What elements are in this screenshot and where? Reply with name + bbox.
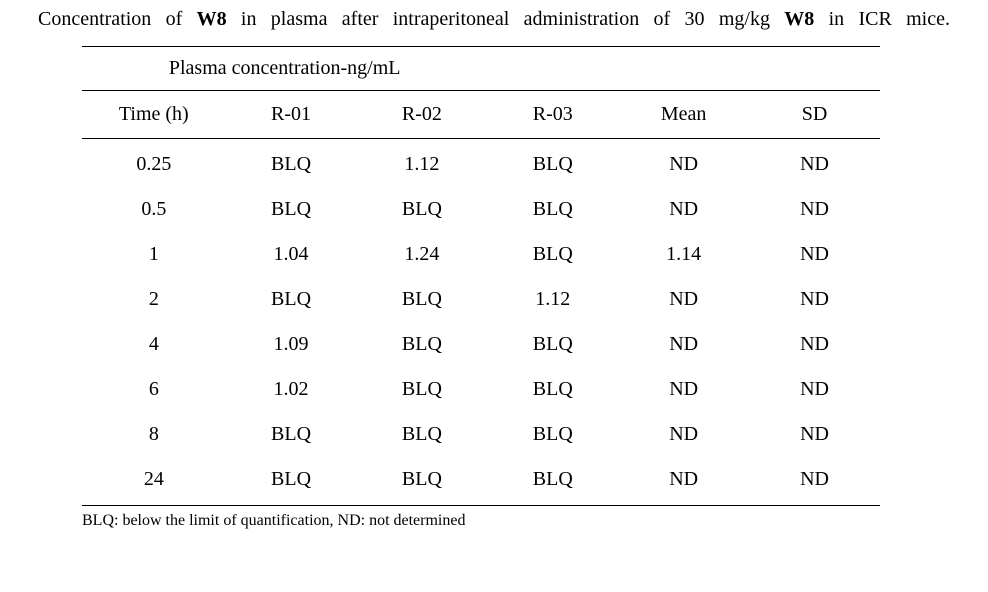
- cell-sd: ND: [749, 367, 880, 412]
- col-header-r02: R-02: [356, 91, 487, 139]
- cell-mean: ND: [618, 187, 749, 232]
- cell-r01: BLQ: [226, 457, 357, 506]
- cell-r03: BLQ: [487, 367, 618, 412]
- cell-r02: BLQ: [356, 277, 487, 322]
- cell-r01: BLQ: [226, 139, 357, 188]
- table-row: 4 1.09 BLQ BLQ ND ND: [82, 322, 880, 367]
- cell-sd: ND: [749, 457, 880, 506]
- table-row: 1 1.04 1.24 BLQ 1.14 ND: [82, 232, 880, 277]
- cell-r02: BLQ: [356, 367, 487, 412]
- cell-r03: BLQ: [487, 139, 618, 188]
- cell-r02: BLQ: [356, 322, 487, 367]
- cell-r03: BLQ: [487, 412, 618, 457]
- table-super-header-row: Plasma concentration-ng/mL: [82, 47, 880, 91]
- cell-time: 8: [82, 412, 226, 457]
- cell-mean: ND: [618, 139, 749, 188]
- cell-r01: BLQ: [226, 187, 357, 232]
- col-header-sd: SD: [749, 91, 880, 139]
- cell-r03: BLQ: [487, 187, 618, 232]
- cell-r03: BLQ: [487, 457, 618, 506]
- table-row: 0.25 BLQ 1.12 BLQ ND ND: [82, 139, 880, 188]
- col-header-time: Time (h): [82, 91, 226, 139]
- cell-r03: BLQ: [487, 232, 618, 277]
- table-row: 2 BLQ BLQ 1.12 ND ND: [82, 277, 880, 322]
- cell-sd: ND: [749, 412, 880, 457]
- cell-r02: 1.12: [356, 139, 487, 188]
- cell-time: 0.5: [82, 187, 226, 232]
- caption-bold-1: W8: [197, 8, 227, 30]
- caption-middle: in plasma after intraperitoneal administ…: [227, 8, 785, 30]
- col-header-r01: R-01: [226, 91, 357, 139]
- cell-r01: 1.09: [226, 322, 357, 367]
- cell-sd: ND: [749, 322, 880, 367]
- table-column-headers: Time (h) R-01 R-02 R-03 Mean SD: [82, 91, 880, 139]
- cell-sd: ND: [749, 277, 880, 322]
- table-caption: Concentration of W8 in plasma after intr…: [20, 6, 958, 32]
- cell-mean: ND: [618, 412, 749, 457]
- table-footnote: BLQ: below the limit of quantification, …: [82, 512, 880, 530]
- cell-r01: BLQ: [226, 412, 357, 457]
- table-super-header: Plasma concentration-ng/mL: [82, 47, 487, 91]
- cell-time: 24: [82, 457, 226, 506]
- cell-r03: BLQ: [487, 322, 618, 367]
- cell-r02: BLQ: [356, 457, 487, 506]
- cell-mean: ND: [618, 367, 749, 412]
- col-header-r03: R-03: [487, 91, 618, 139]
- caption-prefix: Concentration of: [38, 8, 197, 30]
- cell-time: 6: [82, 367, 226, 412]
- cell-sd: ND: [749, 139, 880, 188]
- cell-r02: BLQ: [356, 412, 487, 457]
- caption-bold-2: W8: [784, 8, 814, 30]
- cell-sd: ND: [749, 232, 880, 277]
- col-header-mean: Mean: [618, 91, 749, 139]
- plasma-concentration-table: Plasma concentration-ng/mL Time (h) R-01…: [82, 46, 880, 506]
- cell-time: 1: [82, 232, 226, 277]
- cell-r01: BLQ: [226, 277, 357, 322]
- table-row: 24 BLQ BLQ BLQ ND ND: [82, 457, 880, 506]
- cell-time: 4: [82, 322, 226, 367]
- caption-suffix: in ICR mice.: [814, 8, 950, 30]
- table-row: 8 BLQ BLQ BLQ ND ND: [82, 412, 880, 457]
- cell-r02: BLQ: [356, 187, 487, 232]
- cell-r02: 1.24: [356, 232, 487, 277]
- cell-mean: ND: [618, 277, 749, 322]
- cell-r01: 1.02: [226, 367, 357, 412]
- cell-mean: 1.14: [618, 232, 749, 277]
- cell-r01: 1.04: [226, 232, 357, 277]
- cell-time: 2: [82, 277, 226, 322]
- table-row: 6 1.02 BLQ BLQ ND ND: [82, 367, 880, 412]
- cell-mean: ND: [618, 322, 749, 367]
- table-container: Plasma concentration-ng/mL Time (h) R-01…: [20, 46, 958, 530]
- table-super-header-pad: [487, 47, 880, 91]
- cell-r03: 1.12: [487, 277, 618, 322]
- table-row: 0.5 BLQ BLQ BLQ ND ND: [82, 187, 880, 232]
- cell-time: 0.25: [82, 139, 226, 188]
- cell-mean: ND: [618, 457, 749, 506]
- cell-sd: ND: [749, 187, 880, 232]
- table-body: 0.25 BLQ 1.12 BLQ ND ND 0.5 BLQ BLQ BLQ …: [82, 139, 880, 506]
